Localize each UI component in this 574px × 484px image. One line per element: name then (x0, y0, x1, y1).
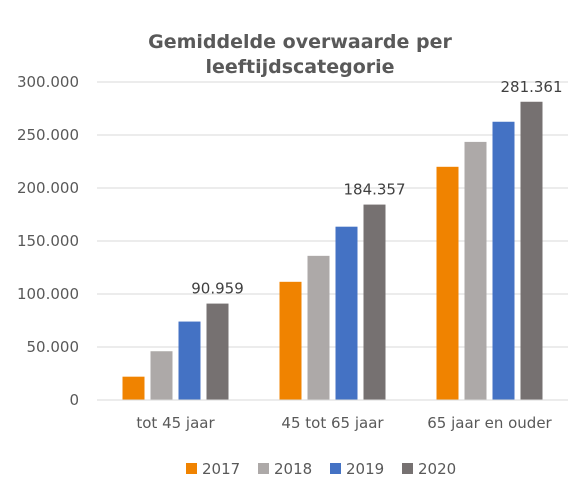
bar-2017-0 (122, 376, 145, 400)
chart-title-line1: Gemiddelde overwaarde per (148, 31, 452, 53)
chart-title-line2: leeftijdscategorie (205, 56, 394, 78)
data-labels: 90.959 184.357 281.361 (191, 78, 562, 298)
legend-swatch (186, 463, 197, 474)
legend-swatch (402, 463, 413, 474)
legend-swatch (330, 463, 341, 474)
bar-2019-2 (492, 121, 515, 400)
bar-2020-1 (363, 204, 386, 400)
bars (122, 101, 543, 401)
legend-swatch (258, 463, 269, 474)
y-tick-label: 200.000 (17, 179, 79, 197)
legend-item-2019: 2019 (330, 460, 384, 478)
gridlines (97, 81, 568, 348)
x-tick-label: 65 jaar en ouder (427, 414, 552, 432)
x-tick-label: tot 45 jaar (136, 414, 215, 432)
bar-2020-2 (520, 101, 543, 401)
bar-2017-1 (279, 281, 302, 400)
legend-label: 2018 (274, 460, 312, 478)
y-tick-label: 100.000 (17, 285, 79, 303)
bar-2018-2 (464, 141, 487, 400)
bar-2018-1 (307, 255, 330, 400)
legend-label: 2019 (346, 460, 384, 478)
legend-item-2020: 2020 (402, 460, 456, 478)
y-tick-label: 300.000 (17, 73, 79, 91)
legend: 2017 2018 2019 2020 (186, 460, 456, 478)
x-axis-ticks: tot 45 jaar 45 tot 65 jaar 65 jaar en oude… (136, 414, 552, 432)
y-tick-label: 150.000 (17, 232, 79, 250)
data-label: 281.361 (500, 78, 562, 96)
bar-2020-0 (206, 303, 229, 400)
x-tick-label: 45 tot 65 jaar (281, 414, 384, 432)
legend-item-2018: 2018 (258, 460, 312, 478)
legend-item-2017: 2017 (186, 460, 240, 478)
y-tick-label: 250.000 (17, 126, 79, 144)
y-tick-label: 0 (69, 391, 79, 409)
legend-label: 2020 (418, 460, 456, 478)
y-axis-ticks: 0 50.000 100.000 150.000 200.000 250.000 300.0… (17, 73, 79, 409)
bar-2019-1 (335, 226, 358, 400)
bar-2018-0 (150, 351, 173, 400)
bar-2019-0 (178, 321, 201, 400)
data-label: 90.959 (191, 280, 244, 298)
legend-label: 2017 (202, 460, 240, 478)
bar-2017-2 (436, 166, 459, 400)
data-label: 184.357 (343, 181, 405, 199)
y-tick-label: 50.000 (27, 338, 80, 356)
